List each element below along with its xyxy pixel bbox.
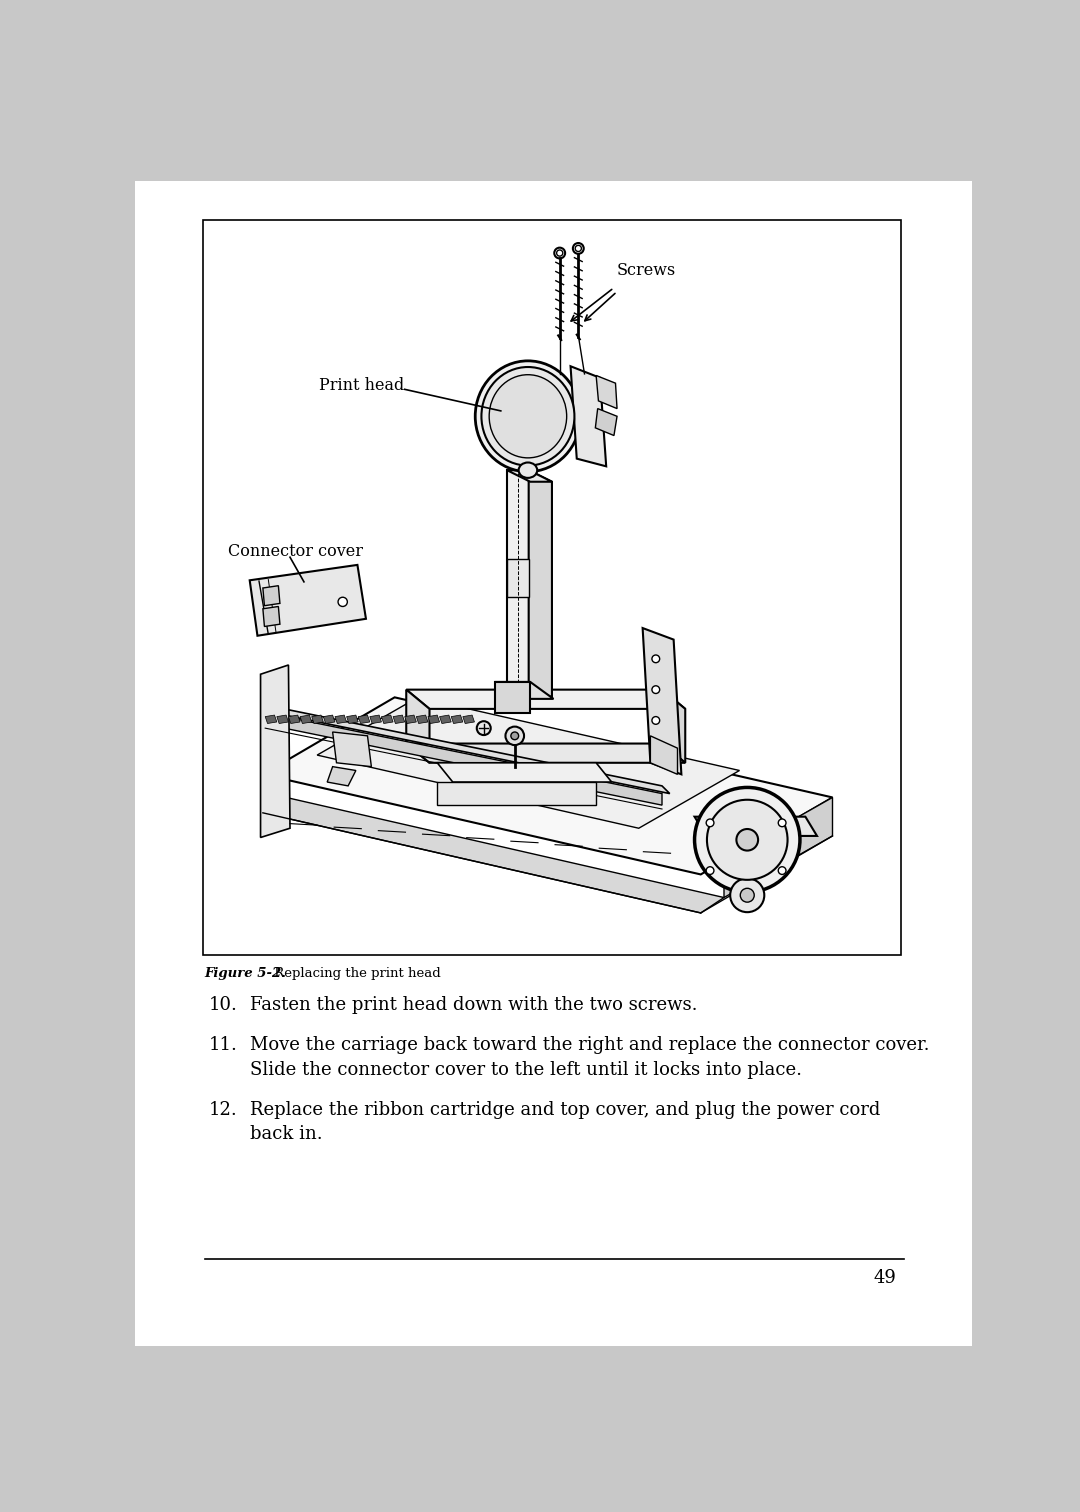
Polygon shape [437, 782, 596, 806]
Text: Slide the connector cover to the left until it locks into place.: Slide the connector cover to the left un… [249, 1061, 801, 1078]
Ellipse shape [489, 375, 567, 458]
Polygon shape [406, 744, 685, 762]
Text: Move the carriage back toward the right and replace the connector cover.: Move the carriage back toward the right … [249, 1036, 929, 1054]
Polygon shape [262, 697, 833, 874]
Polygon shape [463, 715, 474, 724]
Polygon shape [507, 559, 529, 597]
Circle shape [554, 248, 565, 259]
Polygon shape [249, 565, 366, 635]
Polygon shape [507, 470, 552, 482]
Polygon shape [276, 715, 288, 724]
Circle shape [730, 878, 765, 912]
Polygon shape [406, 689, 685, 709]
Ellipse shape [482, 367, 575, 466]
Polygon shape [262, 797, 724, 913]
Ellipse shape [475, 361, 581, 472]
Circle shape [707, 800, 787, 880]
Polygon shape [262, 774, 286, 829]
Text: Replacing the print head: Replacing the print head [270, 966, 441, 980]
Circle shape [740, 889, 754, 903]
Polygon shape [495, 682, 530, 712]
Polygon shape [381, 715, 393, 724]
Polygon shape [650, 736, 677, 774]
Polygon shape [416, 715, 428, 724]
Polygon shape [694, 816, 816, 836]
Text: 49: 49 [873, 1269, 896, 1287]
Polygon shape [262, 585, 280, 606]
Polygon shape [393, 715, 405, 724]
Text: Figure 5-2.: Figure 5-2. [205, 966, 286, 980]
Circle shape [652, 686, 660, 694]
Polygon shape [266, 715, 276, 724]
Circle shape [505, 727, 524, 745]
Polygon shape [405, 715, 416, 724]
Circle shape [556, 249, 563, 256]
Circle shape [737, 829, 758, 851]
Text: Replace the ribbon cartridge and top cover, and plug the power cord: Replace the ribbon cartridge and top cov… [249, 1101, 880, 1119]
Circle shape [338, 597, 348, 606]
Polygon shape [437, 762, 611, 782]
Polygon shape [335, 715, 347, 724]
Circle shape [511, 732, 518, 739]
Polygon shape [724, 797, 833, 898]
Circle shape [576, 245, 581, 251]
Circle shape [652, 655, 660, 662]
Polygon shape [451, 715, 463, 724]
Polygon shape [595, 408, 617, 435]
Text: 12.: 12. [208, 1101, 238, 1119]
Circle shape [779, 820, 786, 827]
Polygon shape [260, 665, 291, 838]
Text: Print head: Print head [320, 376, 405, 395]
Polygon shape [327, 767, 356, 786]
Polygon shape [406, 689, 430, 762]
Polygon shape [495, 682, 554, 699]
Text: Fasten the print head down with the two screws.: Fasten the print head down with the two … [249, 996, 698, 1015]
Polygon shape [318, 697, 740, 829]
Polygon shape [359, 715, 369, 724]
Polygon shape [596, 375, 617, 408]
Polygon shape [507, 470, 529, 686]
Polygon shape [288, 715, 300, 724]
Polygon shape [266, 705, 670, 794]
Text: Screws: Screws [617, 262, 676, 280]
Ellipse shape [518, 463, 537, 478]
Polygon shape [323, 715, 335, 724]
Polygon shape [312, 715, 323, 724]
Circle shape [706, 820, 714, 827]
Polygon shape [347, 715, 359, 724]
Polygon shape [570, 366, 606, 466]
Polygon shape [300, 715, 312, 724]
Text: 10.: 10. [208, 996, 238, 1015]
Polygon shape [440, 715, 451, 724]
Circle shape [779, 866, 786, 874]
Bar [203, 219, 901, 956]
Circle shape [476, 721, 490, 735]
Text: Connector cover: Connector cover [228, 543, 363, 559]
Polygon shape [643, 627, 681, 774]
Polygon shape [529, 470, 552, 697]
Polygon shape [262, 606, 280, 626]
Circle shape [706, 866, 714, 874]
Polygon shape [333, 732, 372, 767]
Circle shape [652, 717, 660, 724]
Text: back in.: back in. [249, 1125, 322, 1143]
Polygon shape [266, 712, 662, 806]
Text: 11.: 11. [208, 1036, 238, 1054]
Circle shape [572, 243, 583, 254]
Polygon shape [662, 689, 685, 762]
Polygon shape [369, 715, 381, 724]
Circle shape [694, 788, 800, 892]
Polygon shape [428, 715, 440, 724]
